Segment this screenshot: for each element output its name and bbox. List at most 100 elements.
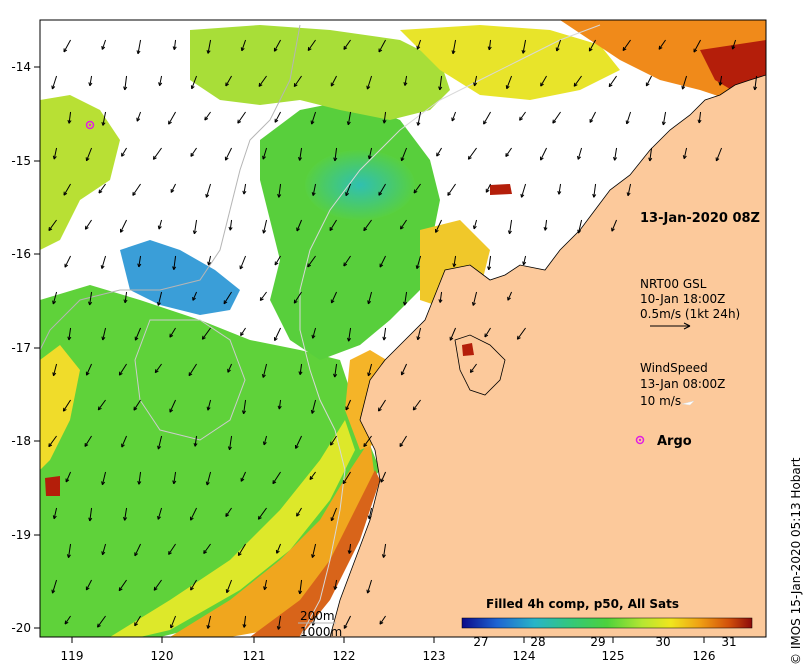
current-vector [136,111,142,122]
current-vector [345,183,352,196]
current-vector [330,507,338,521]
current-vector [412,399,421,411]
current-vector [169,399,177,413]
current-vector-head [299,590,303,595]
current-vector-head [556,48,560,52]
current-vector [519,111,526,121]
current-vector [378,399,386,412]
current-vector [693,39,701,53]
current-vector [343,615,352,629]
current-vector-head [53,372,57,377]
current-vector [168,111,176,125]
current-vector [577,147,583,160]
current-vector [293,291,302,304]
current-vector [68,111,72,124]
current-vector [649,147,653,162]
current-vector-head [207,407,211,411]
current-vector [366,75,373,90]
current-vector [622,39,631,51]
current-vector-head [276,550,280,554]
current-vector-head [507,297,511,301]
current-vector-head [379,264,384,268]
current-vector [262,147,268,160]
current-vector-head [683,155,687,160]
current-vector [169,327,176,338]
current-vector [439,75,443,90]
current-vector [368,147,373,160]
current-vector-head [225,83,229,87]
current-vector-head [101,265,105,269]
current-vector-head [331,518,335,522]
current-vector-head [133,407,138,411]
current-vector [190,147,197,157]
current-vector-head [682,86,686,90]
current-vector-head [552,121,557,124]
current-vector-head [589,48,593,52]
current-vector-head [311,410,315,414]
x-tick-label: 125 [602,649,625,663]
current-vector-head [401,158,405,162]
current-vector [263,435,268,446]
x-tick-label: 124 [513,649,536,663]
current-vector [451,111,457,122]
current-vector-head [521,194,525,198]
current-vector [48,219,57,231]
current-vector [133,399,141,411]
current-vector [138,471,142,485]
current-vector [274,327,282,341]
current-vector-head [329,228,334,232]
current-vector-head [593,194,597,198]
current-vector [134,615,141,627]
current-vector [193,219,198,234]
current-vector-head [658,47,663,50]
x-tick-label: 121 [243,649,266,663]
current-vector [540,75,547,87]
current-vector [348,327,352,342]
y-tick-label: -14 [11,60,31,74]
current-vector-head [474,82,478,87]
current-vector [190,507,198,521]
current-vector-head [719,82,723,86]
current-vector [589,111,596,123]
current-vector [611,219,618,232]
current-vector [118,579,127,591]
current-vector [367,363,373,377]
current-vector [168,543,176,555]
current-vector-head [299,157,303,161]
current-vector [299,579,303,594]
current-vector-head [89,82,93,87]
current-vector [62,399,71,412]
land-red-spot-1 [490,184,512,195]
current-vector-head [229,227,233,231]
current-vector [368,507,373,520]
current-vector [225,507,232,517]
current-vector-head [206,482,210,486]
current-vector [97,399,106,411]
current-vector [556,39,562,52]
current-vector-head [52,590,56,594]
current-vector [207,615,212,629]
sst-patch-west [40,345,80,470]
current-vector-head [158,226,162,230]
sst-core-cyan [305,150,415,220]
y-tick-label: -15 [11,154,31,168]
current-vector [311,399,317,414]
current-vector [257,507,267,520]
current-vector-head [447,193,452,196]
current-vector [413,183,421,194]
current-vector-head [544,227,548,231]
current-vector [473,219,478,230]
current-vector [608,75,617,87]
current-vector-head [278,405,282,410]
current-vector [309,471,316,480]
current-vector [334,363,338,378]
current-vector-head [486,189,490,193]
current-vector [278,399,282,410]
argo-float-marker [85,120,95,130]
current-vector-head [488,266,492,271]
current-vector [258,75,267,87]
current-vector-head [68,554,71,558]
current-vector [404,291,408,306]
current-vector-head [330,443,334,446]
